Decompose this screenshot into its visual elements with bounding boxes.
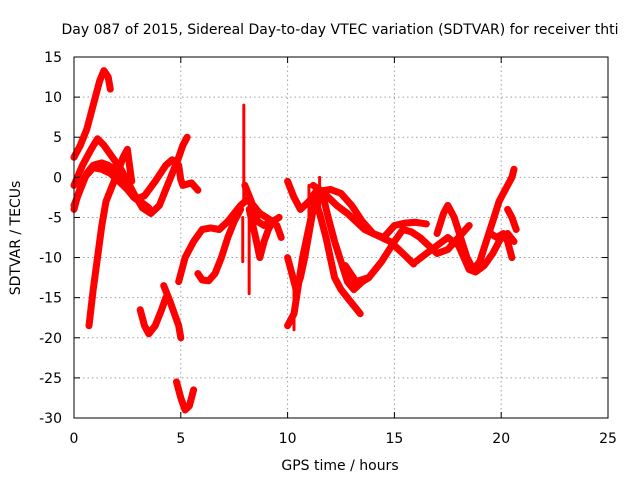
- y-tick-label: -5: [48, 210, 62, 226]
- y-tick-label: -20: [39, 331, 62, 347]
- series-arc-4: [70, 159, 153, 212]
- series-arc-5: [85, 145, 136, 330]
- series-arc-21: [504, 205, 520, 233]
- y-axis-title: SDTVAR / TECUs: [8, 181, 24, 296]
- x-tick-label: 10: [279, 431, 297, 447]
- series-arc-1: [70, 67, 114, 161]
- series-arc-12: [245, 205, 283, 262]
- series-arc-20: [487, 230, 516, 262]
- x-tick-label: 5: [176, 431, 185, 447]
- x-axis-title: GPS time / hours: [281, 458, 398, 474]
- x-tick-label: 15: [385, 431, 403, 447]
- series-arc-8: [175, 196, 277, 286]
- series-arc-7: [160, 282, 185, 342]
- y-tick-label: 15: [44, 50, 62, 66]
- plot-frame: [73, 56, 609, 419]
- series-arc-19: [433, 165, 518, 274]
- grid: [74, 57, 608, 418]
- series-arc-6: [136, 294, 170, 338]
- y-tick-label: 0: [53, 170, 62, 186]
- series-arc-11: [241, 181, 285, 241]
- y-tick-label: -15: [39, 291, 62, 307]
- series-arc-16: [309, 181, 430, 241]
- x-tick-label: 25: [599, 431, 617, 447]
- y-tick-label: -10: [39, 251, 62, 267]
- series-arc-10: [194, 205, 245, 285]
- y-tick-label: -25: [39, 371, 62, 387]
- y-tick-label: 10: [44, 90, 62, 106]
- series-arc-17: [341, 222, 473, 286]
- series-arc-13: [284, 197, 364, 330]
- chart-title: Day 087 of 2015, Sidereal Day-to-day VTE…: [62, 22, 619, 38]
- x-tick-label: 0: [70, 431, 79, 447]
- x-tick-label: 20: [492, 431, 510, 447]
- ticks: 0 5 10 15 20 25 -30 -25 -20 -15 -10 -5 0 5 10 15: [39, 50, 617, 447]
- y-tick-label: 5: [53, 130, 62, 146]
- series-layer: [70, 67, 520, 414]
- y-tick-label: -30: [39, 411, 62, 427]
- series-arc-9: [173, 378, 198, 414]
